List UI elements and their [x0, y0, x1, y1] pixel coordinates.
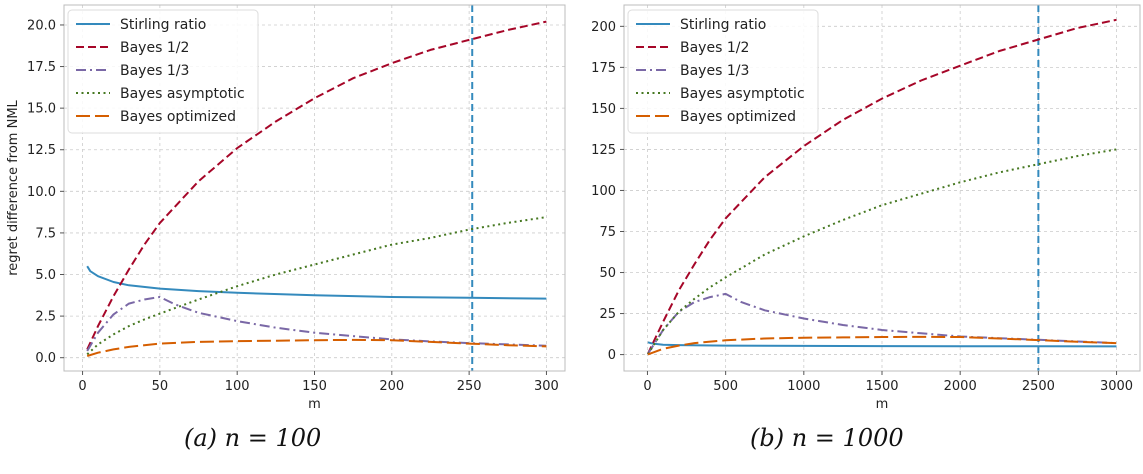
legend-label: Bayes 1/3	[120, 63, 189, 79]
x-tick-label: 50	[152, 379, 169, 394]
figure-caption: (a) n = 100	[184, 424, 321, 452]
x-tick-label: 250	[457, 379, 482, 394]
series-line-2	[86, 20, 547, 350]
legend-label: Bayes asymptotic	[120, 86, 245, 102]
x-tick-label: 3000	[1100, 379, 1133, 394]
y-tick-label: 12.5	[27, 143, 56, 158]
chart-panel-b: 0 500 1000 1500 2000 2500 3000 0 25 50 75 100 125 150…	[591, 4, 1141, 452]
legend-label: Bayes optimized	[120, 109, 236, 125]
y-tick-label: 2.5	[35, 310, 56, 325]
legend-box	[67, 9, 259, 134]
legend-label: Bayes optimized	[680, 109, 796, 125]
x-tick-label: 500	[713, 379, 738, 394]
series-line-5	[647, 335, 1117, 356]
y-tick-label: 5.0	[35, 268, 56, 283]
y-tick-label: 10.0	[27, 185, 56, 200]
legend: Stirling ratio Bayes 1/2 Bayes 1/3 Bayes as…	[67, 9, 259, 134]
legend-label: Bayes 1/2	[680, 40, 749, 56]
y-tick-label: 175	[591, 61, 616, 76]
y-tick-label: 25	[599, 307, 616, 322]
legend-label: Stirling ratio	[680, 17, 766, 33]
series-line-4	[647, 148, 1117, 355]
legend-label: Bayes 1/2	[120, 40, 189, 56]
x-axis-label: m	[308, 397, 321, 412]
x-tick-label: 200	[379, 379, 404, 394]
x-tick-label: 2500	[1022, 379, 1055, 394]
y-tick-label: 200	[591, 20, 616, 35]
y-tick-label: 125	[591, 143, 616, 158]
x-tick-label: 1500	[865, 379, 898, 394]
y-tick-label: 75	[599, 225, 616, 240]
x-tick-label: 300	[534, 379, 559, 394]
series-line-3	[86, 296, 547, 352]
y-tick-label: 0	[608, 348, 616, 363]
series-line-4	[86, 216, 547, 356]
y-tick-label: 7.5	[35, 226, 56, 241]
y-tick-label: 100	[591, 184, 616, 199]
series-line-2	[646, 18, 1117, 355]
x-tick-label: 100	[225, 379, 250, 394]
legend: Stirling ratio Bayes 1/2 Bayes 1/3 Bayes as…	[627, 9, 819, 134]
legend-label: Bayes 1/3	[680, 63, 749, 79]
x-axis-label: m	[876, 397, 889, 412]
x-tick-label: 0	[78, 379, 86, 394]
x-tick-label: 2000	[944, 379, 977, 394]
figure-caption: (b) n = 1000	[750, 424, 904, 452]
y-tick-label: 15.0	[27, 102, 56, 117]
y-tick-label: 0.0	[35, 351, 56, 366]
y-axis-label: regret difference from NML	[6, 99, 21, 275]
x-tick-label: 1000	[787, 379, 820, 394]
chart-panel-a: 0 50 100 150 200 250 300 0.0 2.5 5.0 7.5 10.0 12.5 15…	[6, 4, 566, 452]
legend-label: Bayes asymptotic	[680, 86, 805, 102]
series-line-1	[86, 265, 547, 300]
y-tick-label: 20.0	[27, 18, 56, 33]
y-tick-label: 17.5	[27, 60, 56, 75]
x-tick-label: 0	[643, 379, 651, 394]
series-line-5	[86, 338, 547, 357]
y-tick-label: 50	[599, 266, 616, 281]
y-tick-label: 150	[591, 102, 616, 117]
legend-label: Stirling ratio	[120, 17, 206, 33]
x-tick-label: 150	[302, 379, 327, 394]
legend-box	[627, 9, 819, 134]
